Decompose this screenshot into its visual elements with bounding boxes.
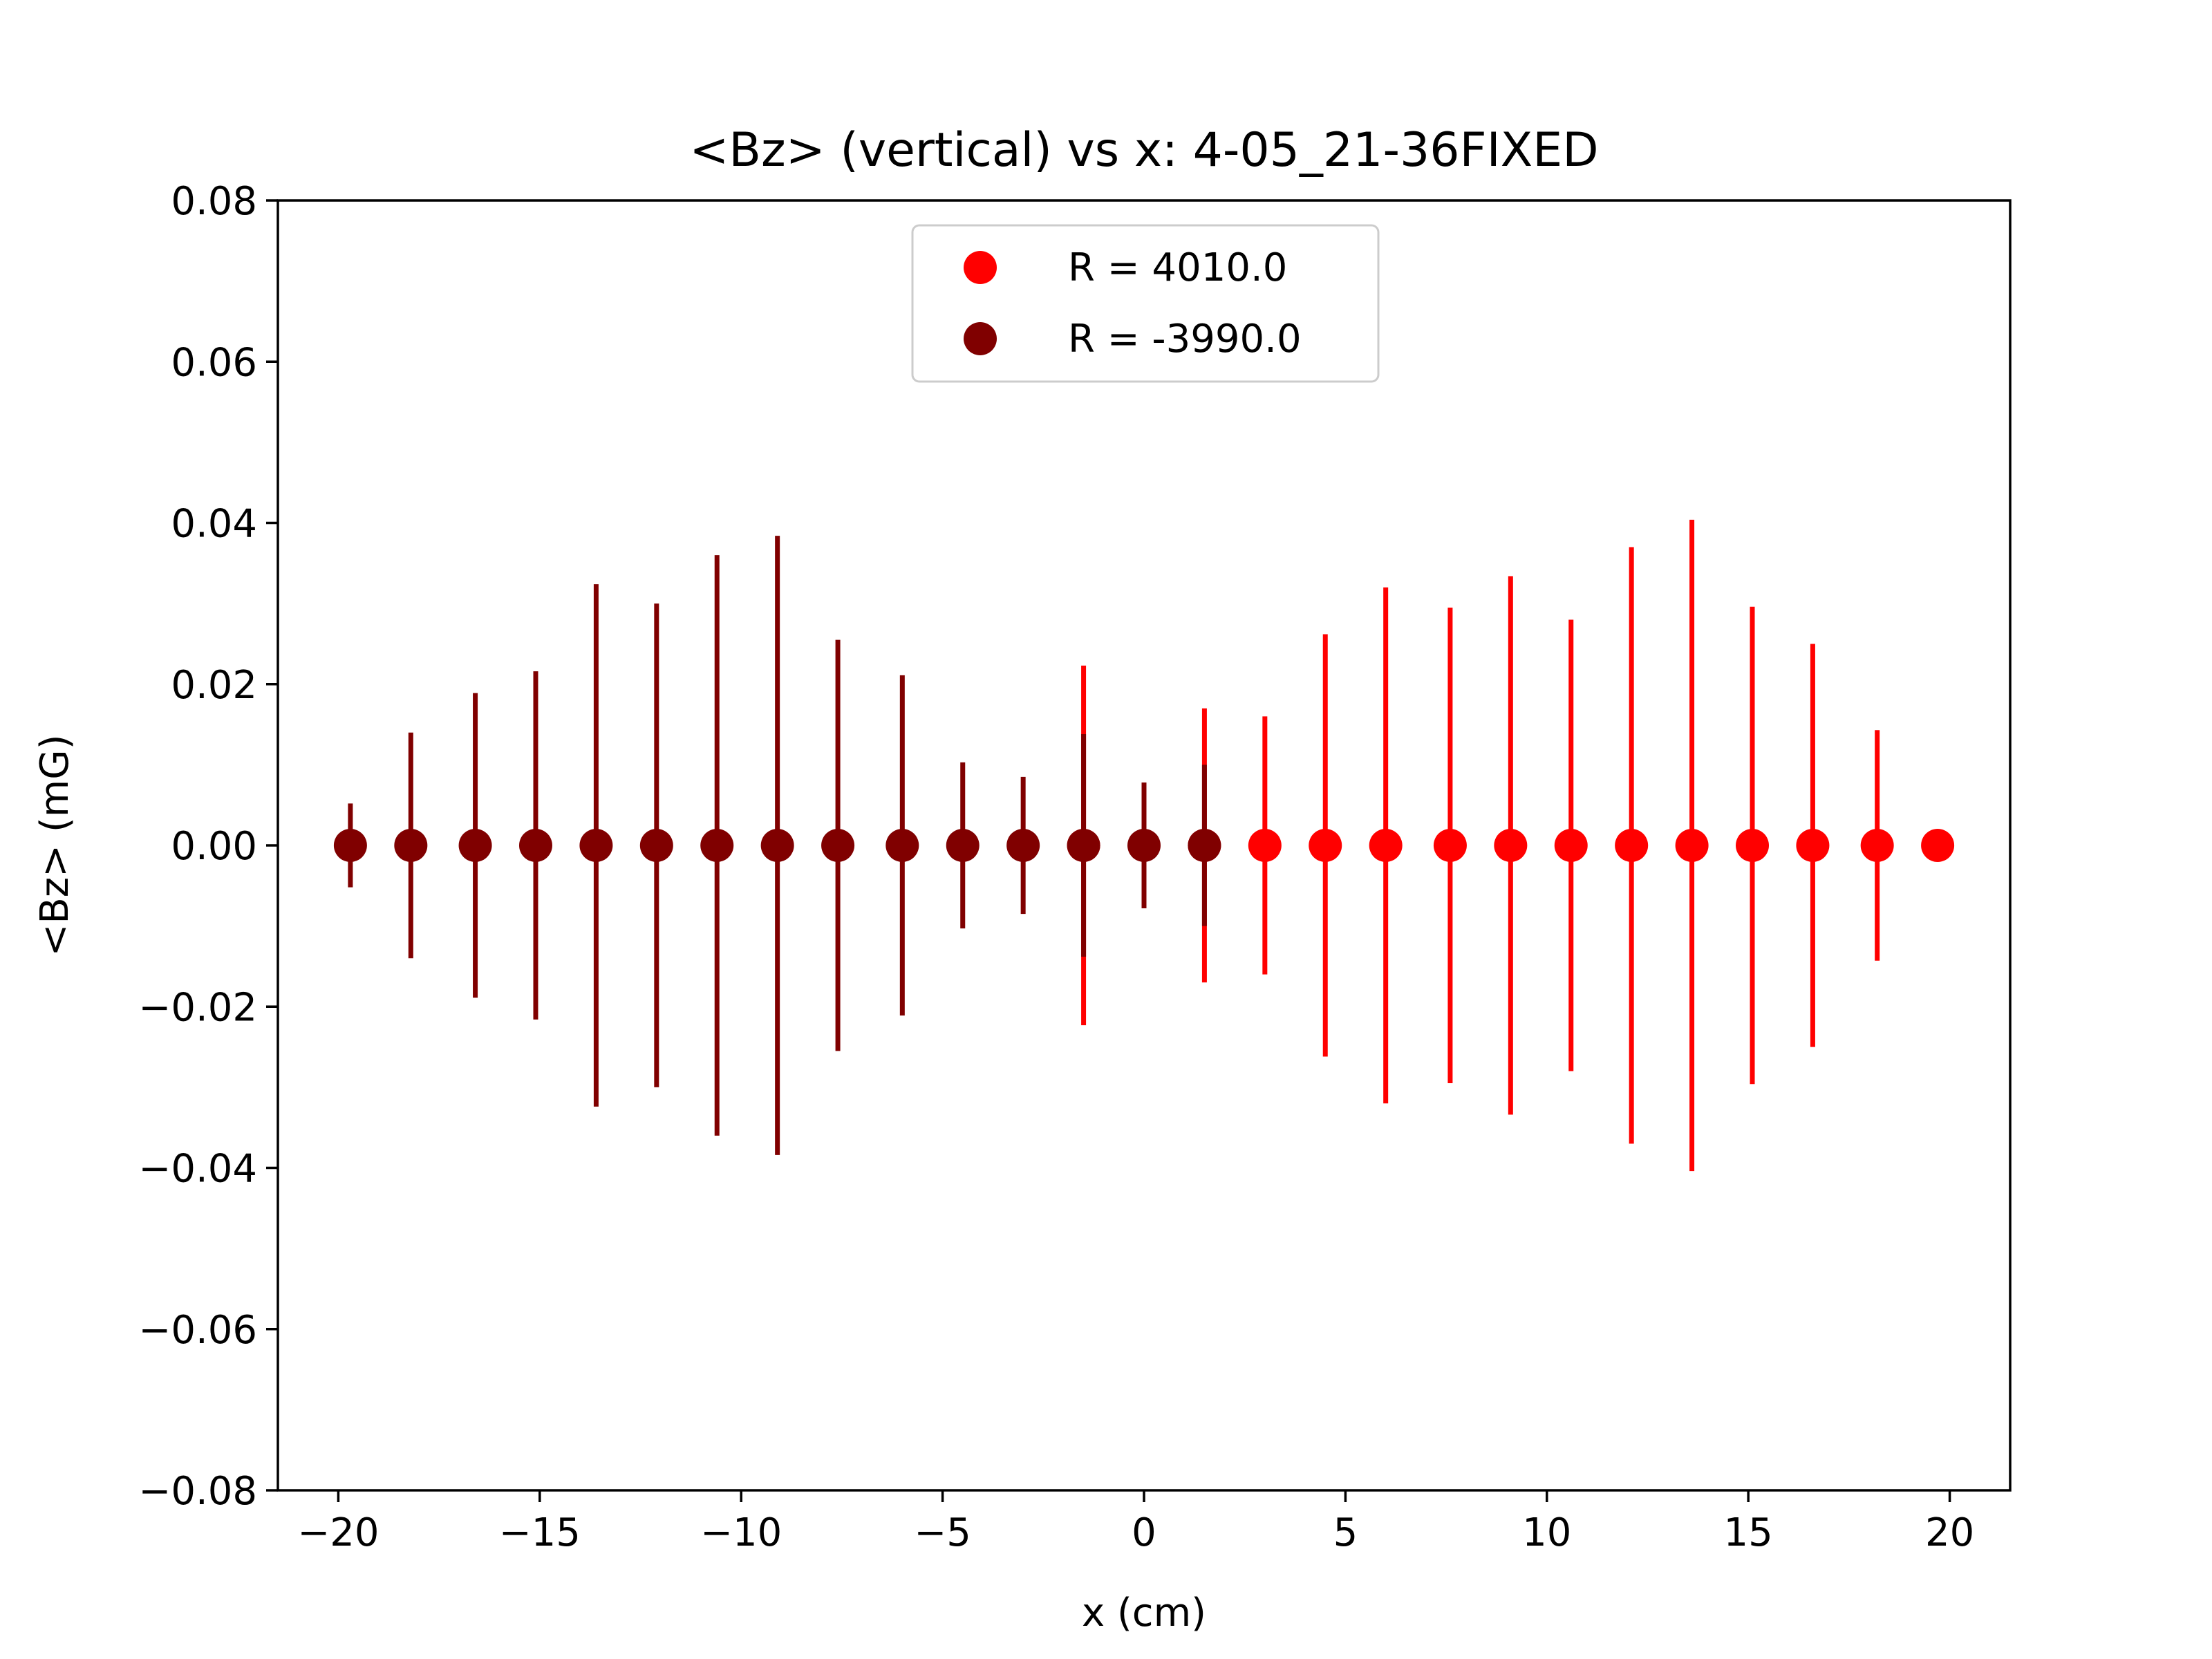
data-point bbox=[700, 829, 734, 862]
y-tick-label: −0.04 bbox=[138, 1147, 257, 1192]
data-point bbox=[885, 829, 919, 862]
legend-label-r-4010: R = 4010.0 bbox=[1068, 245, 1287, 290]
legend-label-r-neg3990: R = -3990.0 bbox=[1068, 317, 1302, 362]
data-point bbox=[1188, 829, 1221, 862]
y-tick-label: 0.08 bbox=[171, 179, 257, 224]
data-point bbox=[1369, 829, 1403, 862]
data-point bbox=[1433, 829, 1467, 862]
data-point bbox=[1309, 829, 1342, 862]
x-tick-label: −20 bbox=[297, 1510, 379, 1555]
data-point bbox=[1127, 829, 1161, 862]
data-point bbox=[1248, 829, 1282, 862]
data-point bbox=[1554, 829, 1588, 862]
data-point bbox=[946, 829, 980, 862]
data-point bbox=[579, 829, 613, 862]
x-tick-label: 15 bbox=[1724, 1510, 1773, 1555]
data-point bbox=[1860, 829, 1894, 862]
data-point bbox=[639, 829, 673, 862]
y-tick-label: 0.06 bbox=[171, 340, 257, 385]
x-tick-label: −5 bbox=[914, 1510, 971, 1555]
data-point bbox=[458, 829, 492, 862]
x-tick-label: −15 bbox=[499, 1510, 581, 1555]
x-tick-label: 0 bbox=[1132, 1510, 1156, 1555]
data-point bbox=[333, 829, 367, 862]
y-tick-label: 0.02 bbox=[171, 663, 257, 708]
data-point bbox=[394, 829, 428, 862]
plot-frame bbox=[276, 199, 2012, 1492]
data-point bbox=[1921, 829, 1955, 862]
y-tick-label: −0.02 bbox=[138, 985, 257, 1030]
data-point bbox=[1006, 829, 1040, 862]
y-axis-label: <Bz> (mG) bbox=[32, 734, 77, 956]
legend-frame bbox=[911, 224, 1380, 383]
plot-marks bbox=[333, 519, 1955, 1172]
x-tick-label: −10 bbox=[700, 1510, 782, 1555]
x-axis-label: x (cm) bbox=[1082, 1591, 1206, 1635]
x-axis-ticks: −20 −15 −10 −5 0 5 10 15 20 bbox=[297, 1490, 1974, 1555]
data-point bbox=[1494, 829, 1528, 862]
x-tick-label: 10 bbox=[1522, 1510, 1571, 1555]
y-tick-label: 0.04 bbox=[171, 502, 257, 547]
x-tick-label: 5 bbox=[1333, 1510, 1358, 1555]
y-tick-label: 0.00 bbox=[171, 824, 257, 869]
legend-marker-r-4010 bbox=[964, 251, 997, 284]
data-point bbox=[1675, 829, 1709, 862]
x-tick-label: 20 bbox=[1925, 1510, 1974, 1555]
data-point bbox=[1796, 829, 1830, 862]
y-axis-ticks: 0.08 0.06 0.04 0.02 0.00 −0.02 −0.04 −0.06 −0.08 bbox=[138, 179, 278, 1514]
data-point bbox=[760, 829, 794, 862]
data-point bbox=[821, 829, 855, 862]
data-point bbox=[518, 829, 552, 862]
legend-marker-r-neg3990 bbox=[964, 322, 997, 355]
chart-title: <Bz> (vertical) vs x: 4-05_21-36FIXED bbox=[689, 123, 1598, 178]
data-point bbox=[1736, 829, 1770, 862]
data-point bbox=[1067, 829, 1100, 862]
y-tick-label: −0.08 bbox=[138, 1469, 257, 1514]
y-tick-label: −0.06 bbox=[138, 1308, 257, 1353]
data-point bbox=[1615, 829, 1649, 862]
legend: R = 4010.0 R = -3990.0 bbox=[911, 224, 1380, 383]
